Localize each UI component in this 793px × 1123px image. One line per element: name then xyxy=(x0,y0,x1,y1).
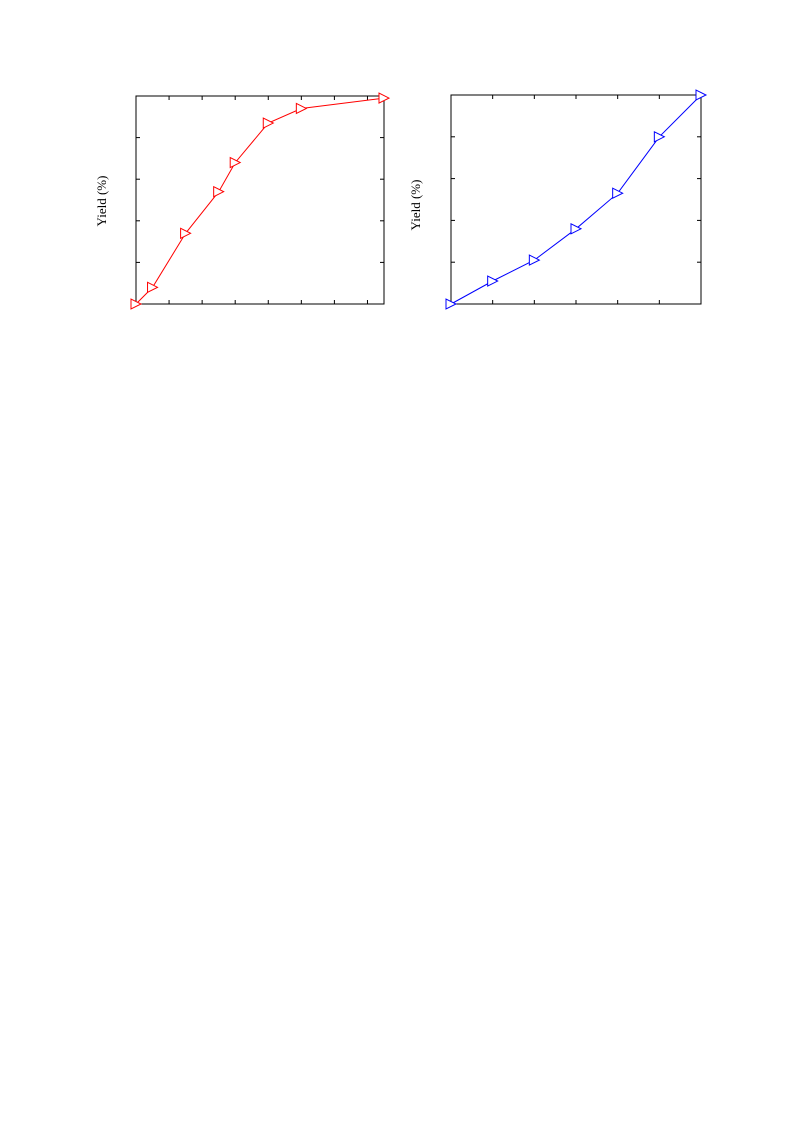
right-ticks xyxy=(450,94,702,305)
right-plot-frame xyxy=(450,94,702,305)
left-plot-frame xyxy=(135,95,385,305)
left-data-point-1 xyxy=(147,281,159,294)
left-series-markers xyxy=(130,92,391,310)
left-data-point-0 xyxy=(130,298,143,310)
left-yield-chart: Yield (%) xyxy=(94,92,391,310)
left-data-point-3 xyxy=(213,185,225,198)
right-data-point-6 xyxy=(695,89,708,101)
left-ticks xyxy=(135,95,385,305)
right-data-point-5 xyxy=(653,130,666,143)
right-data-point-2 xyxy=(528,254,541,266)
right-series-markers xyxy=(445,89,708,310)
right-data-point-4 xyxy=(612,187,624,200)
left-series-line xyxy=(135,97,385,305)
right-series-line xyxy=(450,94,702,305)
right-data-point-0 xyxy=(445,298,458,310)
left-data-point-7 xyxy=(378,92,391,104)
right-data-point-3 xyxy=(570,222,583,235)
left-data-point-2 xyxy=(180,227,192,240)
left-data-point-6 xyxy=(295,102,308,115)
right-data-point-1 xyxy=(487,275,499,287)
right-y-axis-label: Yield (%) xyxy=(408,180,423,231)
right-yield-chart: Yield (%) xyxy=(408,89,708,310)
left-data-point-5 xyxy=(262,117,275,129)
left-data-point-4 xyxy=(229,156,242,169)
left-y-axis-label: Yield (%) xyxy=(94,176,109,227)
